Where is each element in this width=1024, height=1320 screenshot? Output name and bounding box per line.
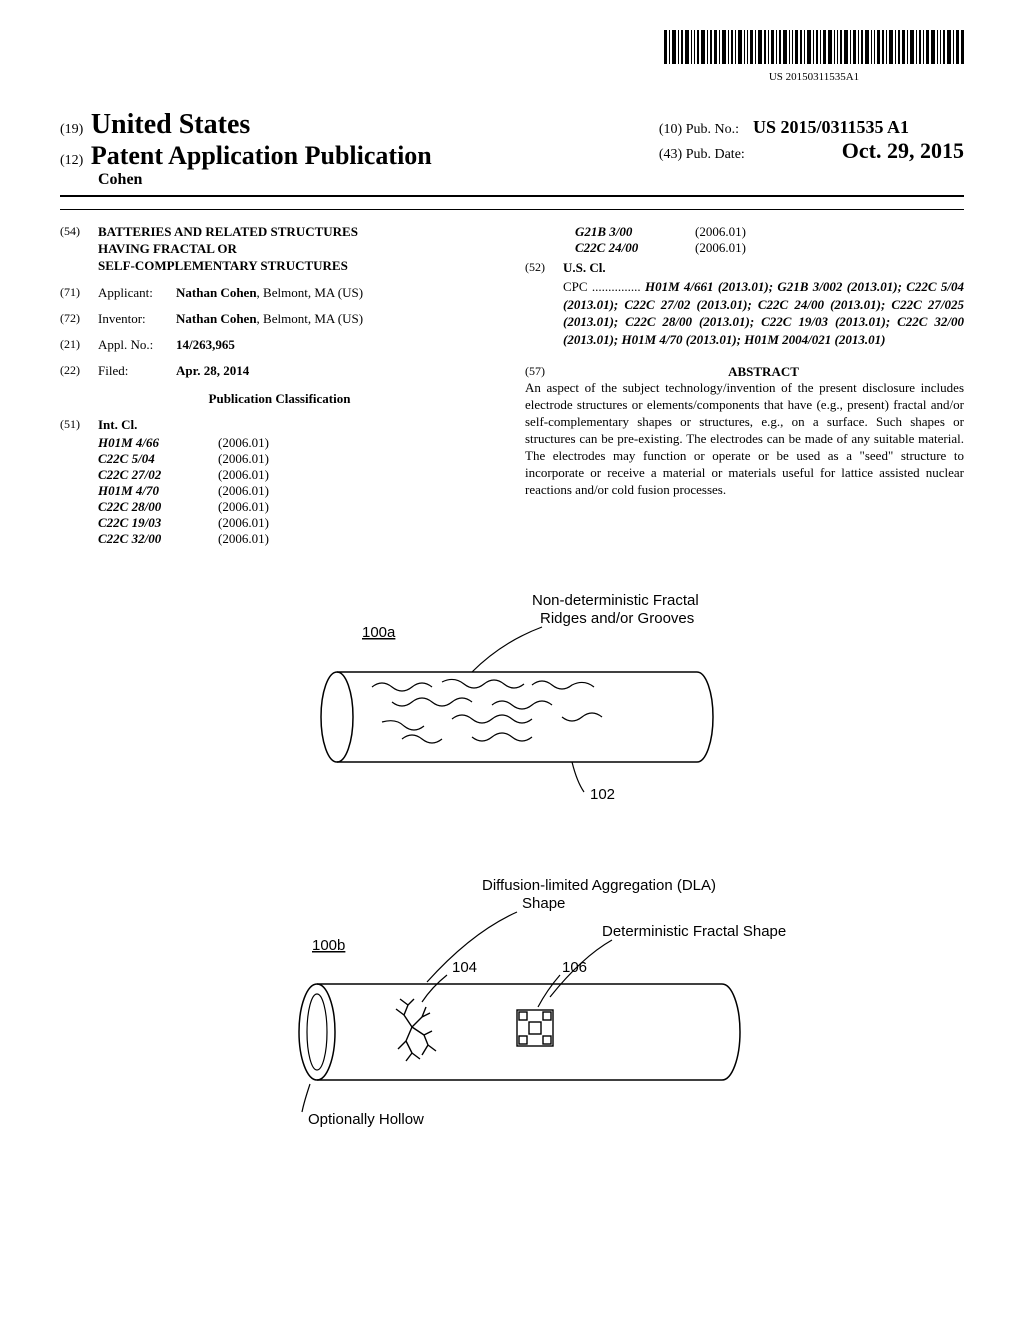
header-left: (19) United States (12) Patent Applicati… (60, 109, 432, 189)
filed-date: Apr. 28, 2014 (176, 363, 499, 379)
figure-100b-svg: Diffusion-limited Aggregation (DLA) Shap… (222, 872, 802, 1132)
field-71: (71) Applicant: Nathan Cohen, Belmont, M… (60, 285, 499, 301)
appl-no: 14/263,965 (176, 337, 499, 353)
code-12: (12) (60, 153, 83, 168)
country-name: United States (91, 109, 250, 140)
pub-date-label: Pub. Date: (686, 147, 745, 162)
pub-date: Oct. 29, 2015 (842, 138, 964, 163)
field-22: (22) Filed: Apr. 28, 2014 (60, 363, 499, 379)
figure-100b: Diffusion-limited Aggregation (DLA) Shap… (60, 872, 964, 1137)
right-column: G21B 3/00(2006.01) C22C 24/00(2006.01) (… (525, 224, 964, 547)
field-72: (72) Inventor: Nathan Cohen, Belmont, MA… (60, 311, 499, 327)
invention-title: BATTERIES AND RELATED STRUCTURES HAVING … (98, 224, 358, 275)
code-43: (43) (659, 147, 682, 162)
barcode: US 20150311535A1 (664, 30, 964, 83)
code-54: (54) (60, 224, 98, 275)
field-51: (51) Int. Cl. (60, 417, 499, 433)
header-right: (10) Pub. No.: US 2015/0311535 A1 (43) P… (659, 89, 964, 164)
fig1-callout-102: 102 (590, 786, 615, 803)
field-57: (57) ABSTRACT (525, 364, 964, 380)
figure-100a: Non-deterministic Fractal Ridges and/or … (60, 587, 964, 812)
fig1-label-line2: Ridges and/or Grooves (540, 610, 694, 627)
field-52: (52) U.S. Cl. (525, 260, 964, 276)
fig2-dla-line1: Diffusion-limited Aggregation (DLA) (482, 877, 716, 894)
publication-type: Patent Application Publication (91, 141, 432, 170)
bibliographic-columns: (54) BATTERIES AND RELATED STRUCTURES HA… (60, 224, 964, 547)
inventor-name: Nathan Cohen (176, 311, 257, 326)
left-column: (54) BATTERIES AND RELATED STRUCTURES HA… (60, 224, 499, 547)
fig2-dla-line2: Shape (522, 895, 565, 912)
fig2-hollow-label: Optionally Hollow (308, 1111, 424, 1128)
pub-no-label: Pub. No.: (686, 122, 739, 137)
patent-page: US 20150311535A1 (19) United States (12)… (0, 0, 1024, 1237)
fig1-ref: 100a (362, 624, 396, 641)
barcode-number: US 20150311535A1 (664, 71, 964, 83)
fig2-callout-106: 106 (562, 959, 587, 976)
header: (19) United States (12) Patent Applicati… (60, 89, 964, 197)
code-10: (10) (659, 122, 682, 137)
figure-100a-svg: Non-deterministic Fractal Ridges and/or … (242, 587, 782, 807)
pub-class-heading: Publication Classification (60, 391, 499, 407)
intcl-table-left: H01M 4/66(2006.01) C22C 5/04(2006.01) C2… (98, 435, 499, 547)
applicant-name: Nathan Cohen (176, 285, 257, 300)
fig2-det-label: Deterministic Fractal Shape (602, 923, 786, 940)
cpc-block: CPC ............... H01M 4/661 (2013.01)… (563, 278, 964, 348)
barcode-region: US 20150311535A1 (60, 30, 964, 85)
intcl-table-right: G21B 3/00(2006.01) C22C 24/00(2006.01) (575, 224, 964, 256)
header-rule (60, 209, 964, 210)
field-21: (21) Appl. No.: 14/263,965 (60, 337, 499, 353)
fig2-ref: 100b (312, 937, 345, 954)
figures-region: Non-deterministic Fractal Ridges and/or … (60, 587, 964, 1137)
inventor-surname: Cohen (98, 171, 432, 189)
field-54: (54) BATTERIES AND RELATED STRUCTURES HA… (60, 224, 499, 275)
fig2-callout-104: 104 (452, 959, 477, 976)
code-19: (19) (60, 122, 83, 137)
pub-no: US 2015/0311535 A1 (753, 117, 909, 137)
barcode-svg (664, 30, 964, 64)
abstract-text: An aspect of the subject technology/inve… (525, 380, 964, 498)
fig1-label-line1: Non-deterministic Fractal (532, 592, 699, 609)
abstract-heading: ABSTRACT (563, 364, 964, 380)
